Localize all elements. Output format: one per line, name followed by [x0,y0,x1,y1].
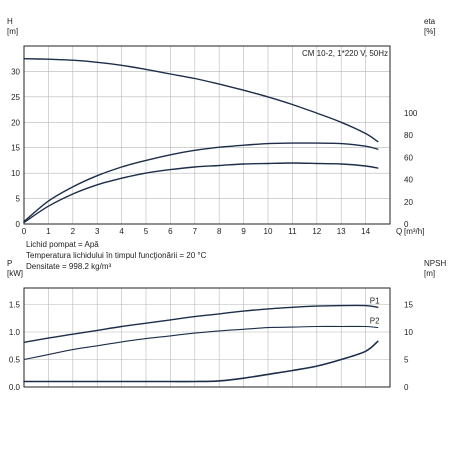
left-tick-label: 5 [16,195,21,204]
left-axis-unit: [m] [7,27,18,36]
right-tick-label: 60 [404,153,413,162]
right-axis-label: NPSH [424,259,446,268]
x-tick-label: 1 [46,227,51,236]
x-tick-label: 8 [217,227,222,236]
series-line-1 [23,142,379,223]
note-fluid: Lichid pompat = Apă [26,240,99,249]
left-tick-label: 0.0 [9,383,21,392]
x-axis-label: Q [396,227,402,236]
series-label-p2: P2 [370,317,380,326]
left-tick-label: 25 [11,93,20,102]
chart-title: CM 10-2, 1*220 V, 50Hz [302,49,388,58]
left-axis-unit: [kW] [7,269,23,278]
right-tick-label: 0 [404,220,409,229]
right-tick-label: 15 [404,301,413,310]
x-tick-label: 13 [337,227,346,236]
left-axis-label: P [7,259,12,268]
left-tick-label: 0.5 [9,356,21,365]
left-axis-label: H [7,17,13,26]
x-tick-label: 11 [288,227,297,236]
right-tick-label: 20 [404,198,413,207]
x-tick-label: 12 [312,227,321,236]
left-tick-label: 0 [16,220,21,229]
right-axis-unit: [m] [424,269,435,278]
left-tick-label: 30 [11,67,20,76]
left-tick-label: 1.5 [9,301,21,310]
plot-frame [23,45,391,225]
x-tick-label: 9 [241,227,246,236]
left-tick-label: 1.0 [9,328,21,337]
series-label-p1: P1 [370,296,380,305]
fluid-notes: Lichid pompat = Apă Temperatura lichidul… [26,240,207,271]
series-line-p1 [23,304,379,344]
note-temperature: Temperatura lichidului în timpul funcţio… [26,251,207,260]
x-tick-label: 3 [95,227,100,236]
plot-frame [23,287,391,388]
right-tick-label: 80 [404,131,413,140]
x-tick-label: 14 [361,227,370,236]
right-tick-label: 10 [404,328,413,337]
right-tick-label: 40 [404,176,413,185]
series-line-0 [23,58,379,143]
power-npsh-chart: 0.0 0.5 1.0 1.5 0 5 10 15 P[kW] NPSH[m] P1 P2 [7,259,446,392]
series-line-2 [23,340,379,383]
x-tick-label: 7 [193,227,198,236]
x-tick-label: 5 [144,227,149,236]
right-tick-label: 100 [404,109,418,118]
right-axis-unit: [%] [424,27,436,36]
series-line-2 [23,162,379,224]
series-line-p2 [23,325,379,361]
right-tick-label: 5 [404,356,409,365]
x-tick-label: 2 [71,227,76,236]
x-tick-label: 0 [22,227,27,236]
x-tick-label: 10 [264,227,273,236]
left-tick-label: 20 [11,118,20,127]
note-density: Densitate = 998.2 kg/m³ [26,262,111,271]
x-axis-unit: [m³/h] [404,227,424,236]
left-tick-label: 10 [11,169,20,178]
x-tick-label: 6 [168,227,173,236]
right-tick-label: 0 [404,383,409,392]
left-tick-label: 15 [11,144,20,153]
x-tick-label: 4 [119,227,124,236]
right-axis-label: eta [424,17,436,26]
